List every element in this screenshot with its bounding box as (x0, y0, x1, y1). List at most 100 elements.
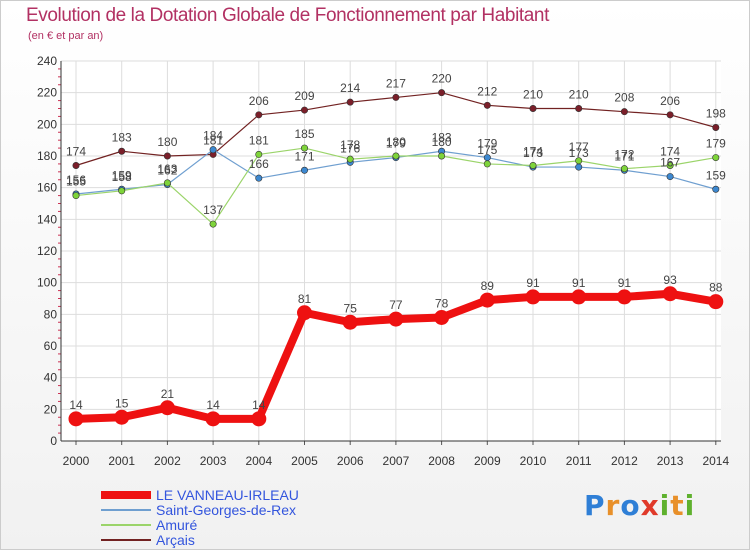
logo-letter: t (670, 489, 685, 522)
data-label: 156 (66, 173, 86, 187)
data-point (114, 409, 130, 425)
data-label: 91 (526, 276, 540, 290)
data-label: 198 (706, 107, 726, 121)
x-tick-label: 2010 (520, 454, 547, 468)
legend-label-amure: Amuré (156, 517, 198, 533)
data-label: 181 (203, 133, 223, 147)
logo-letter: P (584, 489, 606, 522)
logo-letter: i (659, 489, 671, 522)
data-point (620, 165, 628, 173)
data-label: 155 (66, 175, 86, 189)
data-label: 78 (435, 297, 449, 311)
y-tick-label: 0 (50, 434, 57, 448)
data-label: 210 (523, 88, 543, 102)
data-point (346, 98, 354, 106)
y-tick-label: 20 (44, 402, 58, 416)
y-tick-label: 40 (44, 371, 58, 385)
data-point (118, 187, 126, 195)
legend-label-saint-georges-de-rex: Saint-Georges-de-Rex (156, 502, 297, 518)
data-point (616, 289, 632, 305)
data-point (434, 310, 450, 325)
data-label: 209 (294, 89, 314, 103)
data-label: 174 (523, 145, 543, 159)
y-tick-label: 80 (44, 307, 58, 321)
data-point (255, 150, 263, 158)
legend-swatch-saint-georges-de-rex (101, 509, 151, 511)
legend-swatch-arcais (101, 539, 151, 541)
data-label: 206 (249, 94, 269, 108)
legend-item-le-vanneau-irleau: LE VANNEAU-IRLEAU (101, 488, 361, 503)
x-tick-label: 2005 (291, 454, 318, 468)
logo-letter: x (640, 489, 660, 522)
data-label: 172 (614, 148, 634, 162)
data-point (297, 305, 312, 321)
data-point (662, 286, 678, 302)
data-point (483, 101, 491, 109)
data-point (575, 105, 583, 113)
data-point (529, 162, 537, 170)
legend-swatch-le-vanneau-irleau (101, 491, 151, 499)
data-label: 177 (569, 140, 589, 154)
data-point (575, 163, 583, 171)
data-label: 14 (252, 398, 266, 412)
data-label: 173 (569, 146, 589, 160)
data-label: 88 (709, 281, 723, 295)
data-label: 158 (112, 170, 132, 184)
data-label: 206 (660, 94, 680, 108)
data-label: 91 (572, 276, 586, 290)
data-label: 180 (432, 135, 452, 149)
data-label: 174 (660, 145, 680, 159)
data-label: 180 (386, 135, 406, 149)
data-point (300, 144, 308, 152)
data-point (388, 311, 404, 327)
logo-letter: r (605, 489, 621, 522)
data-point (438, 89, 446, 97)
proxiti-logo: Proxiti (584, 489, 695, 522)
data-point (483, 160, 491, 168)
data-label: 159 (706, 168, 726, 182)
data-point (708, 294, 724, 310)
y-tick-label: 220 (37, 86, 57, 100)
data-label: 93 (663, 273, 677, 287)
data-label: 14 (69, 398, 83, 412)
data-label: 179 (477, 137, 497, 151)
legend-label-arcais: Arçais (156, 532, 195, 548)
data-point (68, 411, 84, 427)
data-point (342, 314, 358, 330)
data-point (251, 411, 267, 427)
data-label: 162 (157, 164, 177, 178)
data-point (159, 400, 175, 416)
data-label: 171 (614, 149, 634, 163)
data-label: 210 (569, 88, 589, 102)
x-tick-label: 2003 (200, 454, 227, 468)
data-point (163, 179, 171, 187)
data-point (255, 174, 263, 182)
data-label: 167 (660, 156, 680, 170)
data-point (438, 152, 446, 160)
data-label: 173 (523, 146, 543, 160)
data-point (571, 289, 587, 305)
y-tick-label: 140 (37, 212, 57, 226)
y-tick-label: 160 (37, 181, 57, 195)
data-point (575, 157, 583, 165)
data-label: 214 (340, 81, 360, 95)
legend-item-saint-georges-de-rex: Saint-Georges-de-Rex (101, 503, 361, 518)
data-point (712, 154, 720, 162)
legend-item-amure: Amuré (101, 518, 361, 533)
x-tick-label: 2013 (657, 454, 684, 468)
x-tick-label: 2009 (474, 454, 501, 468)
data-point (72, 162, 80, 170)
data-point (209, 146, 217, 154)
data-label: 185 (294, 127, 314, 141)
logo-letter: o (620, 489, 641, 522)
data-point (529, 105, 537, 113)
legend-swatch-amure (101, 524, 151, 526)
data-label: 14 (206, 398, 220, 412)
chart-subtitle: (en € et par an) (28, 30, 104, 42)
data-point (712, 185, 720, 193)
data-point (300, 106, 308, 114)
data-point (392, 152, 400, 160)
chart-title: Evolution de la Dotation Globale de Fonc… (26, 5, 549, 26)
